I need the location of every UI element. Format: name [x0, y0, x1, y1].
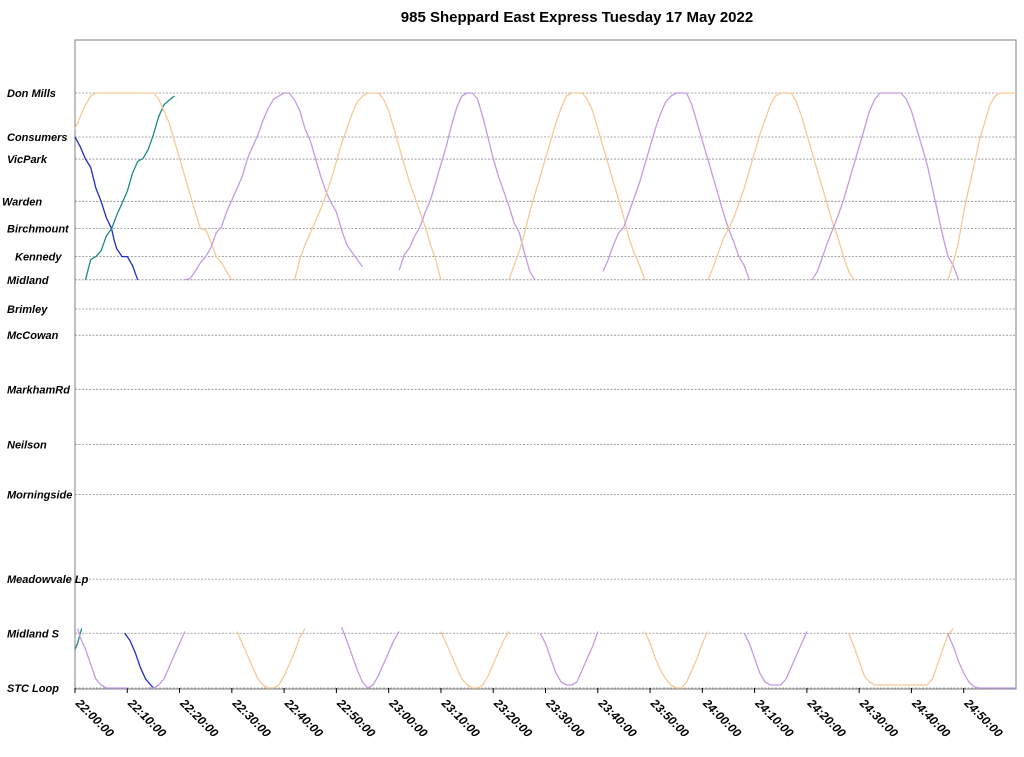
trip-line [707, 92, 855, 281]
time-axis: 22:00:00 22:10:00 22:20:00 22:30:00 22:40:00… [72, 688, 1006, 740]
x-tick-label: 24:50:00 [961, 696, 1006, 741]
trip-line [76, 628, 128, 689]
trip-line [124, 632, 154, 689]
x-tick-label: 23:20:00 [490, 696, 535, 741]
trip-line [74, 628, 83, 650]
x-tick-label: 24:40:00 [909, 696, 954, 741]
stop-label: Don Mills [7, 88, 56, 100]
trip-line [340, 627, 400, 689]
stop-label: Kennedy [15, 252, 62, 264]
stop-label: Consumers [7, 132, 68, 144]
stop-label: Midland [7, 275, 49, 287]
x-tick-label: 24:30:00 [856, 696, 901, 741]
x-tick-label: 24:00:00 [700, 696, 745, 741]
stop-label: Birchmount [7, 224, 70, 236]
trip-line [398, 92, 536, 281]
stop-label: MarkhamRd [7, 384, 70, 396]
stop-label: Morningside [7, 490, 72, 502]
trip-line [184, 92, 364, 281]
trip-lines [74, 92, 1016, 689]
stop-label: Midland S [7, 628, 60, 640]
stop-label: VicPark [7, 154, 48, 166]
x-tick-label: 22:50:00 [334, 696, 379, 741]
x-tick-label: 22:10:00 [124, 696, 169, 741]
trip-line [236, 628, 306, 689]
trip-line [148, 631, 186, 689]
trip-line [644, 631, 709, 689]
stop-label: Meadowvale Lp [7, 574, 89, 586]
trip-line [848, 628, 954, 686]
trip-line [74, 92, 233, 281]
x-tick-label: 22:30:00 [229, 696, 274, 741]
x-tick-label: 24:20:00 [804, 696, 849, 741]
stop-label: McCowan [7, 330, 59, 342]
trip-line [508, 92, 646, 281]
x-tick-label: 22:00:00 [72, 696, 117, 741]
x-tick-label: 22:20:00 [177, 696, 222, 741]
trip-line [743, 631, 808, 686]
trip-line [947, 92, 1016, 280]
trip-line [440, 631, 510, 689]
trip-line [811, 92, 960, 281]
trip-line [84, 95, 175, 280]
trip-line [293, 92, 442, 280]
grid-lines [75, 92, 1016, 689]
stop-label: Warden [2, 196, 42, 208]
x-tick-label: 23:30:00 [543, 696, 588, 741]
trip-line [74, 136, 139, 281]
x-tick-label: 23:10:00 [438, 696, 483, 741]
x-tick-label: 24:10:00 [752, 696, 797, 741]
stop-labels: Don Mills Consumers VicPark Warden Birchmoun… [2, 88, 89, 695]
x-tick-label: 23:40:00 [595, 696, 640, 741]
x-tick-label: 22:40:00 [281, 696, 326, 741]
trip-line [539, 631, 599, 686]
stop-label: Neilson [7, 440, 47, 452]
stop-label: STC Loop [7, 683, 59, 695]
x-tick-label: 23:50:00 [647, 696, 692, 741]
x-tick-label: 23:00:00 [386, 696, 431, 741]
stop-label: Brimley [7, 304, 48, 316]
trip-line [947, 634, 1016, 689]
trip-line [602, 92, 751, 281]
chart-title: 985 Sheppard East Express Tuesday 17 May… [401, 9, 753, 26]
